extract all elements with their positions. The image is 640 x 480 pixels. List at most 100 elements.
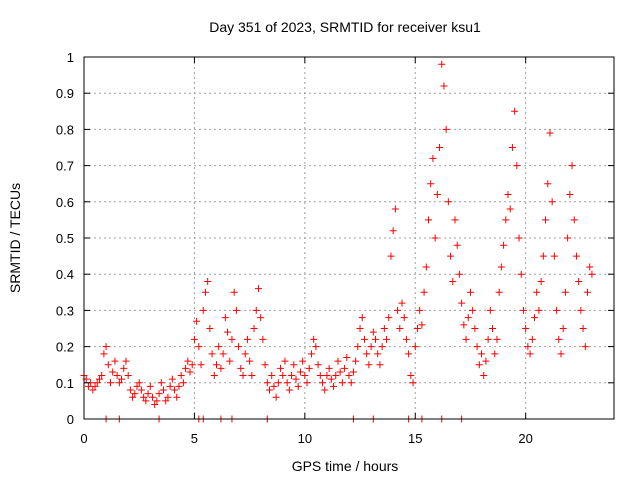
x-tick-label: 10 xyxy=(298,431,312,446)
data-point xyxy=(460,321,468,329)
data-point xyxy=(248,372,256,380)
data-point xyxy=(478,350,485,358)
data-point xyxy=(175,382,183,390)
data-point xyxy=(391,205,399,213)
data-point xyxy=(266,386,273,394)
data-point xyxy=(252,306,260,314)
data-point xyxy=(561,288,569,296)
data-point xyxy=(93,379,101,387)
data-point xyxy=(285,386,293,394)
data-point xyxy=(533,288,541,296)
data-point xyxy=(497,263,505,271)
data-point xyxy=(184,357,192,365)
data-point xyxy=(422,263,430,271)
data-point xyxy=(213,361,220,369)
data-point xyxy=(539,252,547,260)
data-point xyxy=(142,397,150,405)
data-point xyxy=(204,277,212,285)
data-point xyxy=(173,393,181,401)
data-point xyxy=(162,397,170,405)
data-point xyxy=(332,372,340,380)
data-point xyxy=(515,234,523,242)
data-point xyxy=(369,328,377,336)
data-point xyxy=(294,382,302,390)
data-point xyxy=(360,335,368,343)
axis-ticks xyxy=(83,56,614,420)
data-point xyxy=(160,386,167,394)
data-point xyxy=(500,241,508,249)
data-point xyxy=(243,335,251,343)
data-point xyxy=(89,386,97,394)
data-point xyxy=(279,372,287,380)
data-point xyxy=(387,252,395,260)
data-point xyxy=(98,372,106,380)
data-point xyxy=(95,375,103,383)
data-point xyxy=(166,382,174,390)
data-point xyxy=(409,379,417,387)
data-point xyxy=(325,364,333,372)
data-point xyxy=(389,227,397,235)
x-tick-labels: 0 5 10 15 20 xyxy=(80,431,533,446)
data-point xyxy=(475,361,483,369)
data-point xyxy=(261,361,269,369)
data-point xyxy=(484,335,492,343)
data-point xyxy=(451,216,459,224)
data-point xyxy=(466,288,474,296)
data-point xyxy=(126,386,134,394)
data-point xyxy=(519,306,527,314)
y-tick-labels: 0 0.1 0.2 0.3 0.4 0.5 0.6 0.7 0.8 0.9 1 xyxy=(56,50,74,427)
data-point xyxy=(508,144,516,151)
data-point xyxy=(358,314,366,322)
data-point xyxy=(290,361,298,369)
data-point xyxy=(548,198,556,206)
x-axis-label: GPS time / hours xyxy=(292,458,399,474)
data-point xyxy=(131,390,139,398)
data-point xyxy=(517,270,525,278)
data-point xyxy=(179,379,187,387)
data-point xyxy=(537,277,545,285)
data-point xyxy=(502,216,510,224)
data-point xyxy=(144,390,152,398)
data-point xyxy=(155,390,163,398)
data-point xyxy=(352,357,360,365)
data-point xyxy=(584,288,591,296)
data-point xyxy=(310,335,318,343)
data-point xyxy=(148,393,156,401)
data-point xyxy=(405,350,413,358)
data-point xyxy=(506,205,514,213)
data-point xyxy=(568,162,576,170)
data-point xyxy=(228,335,236,343)
data-point xyxy=(420,288,428,296)
y-tick-label: 0.7 xyxy=(56,159,74,174)
data-point xyxy=(199,306,207,314)
data-point xyxy=(531,314,538,322)
data-point xyxy=(436,144,444,151)
data-point xyxy=(528,335,536,343)
data-point xyxy=(380,325,388,332)
data-point xyxy=(341,364,349,372)
data-point xyxy=(312,343,320,351)
data-point xyxy=(347,379,355,387)
data-point xyxy=(124,372,132,380)
data-point xyxy=(153,397,161,405)
data-point xyxy=(524,343,532,351)
data-point xyxy=(268,372,276,380)
data-point xyxy=(206,325,214,332)
data-point xyxy=(303,379,311,387)
data-point xyxy=(270,382,278,390)
data-point xyxy=(257,314,265,322)
data-point xyxy=(356,325,364,332)
data-point xyxy=(336,368,344,376)
data-point xyxy=(581,343,589,351)
data-point xyxy=(272,393,280,401)
data-point xyxy=(376,361,384,369)
data-point xyxy=(281,357,289,365)
data-point xyxy=(193,317,201,325)
data-point xyxy=(493,335,501,343)
data-point xyxy=(372,335,379,343)
data-point xyxy=(588,270,596,278)
data-point xyxy=(188,361,196,369)
x-tick-label: 20 xyxy=(518,431,532,446)
data-point xyxy=(455,270,463,278)
data-point xyxy=(453,241,461,249)
